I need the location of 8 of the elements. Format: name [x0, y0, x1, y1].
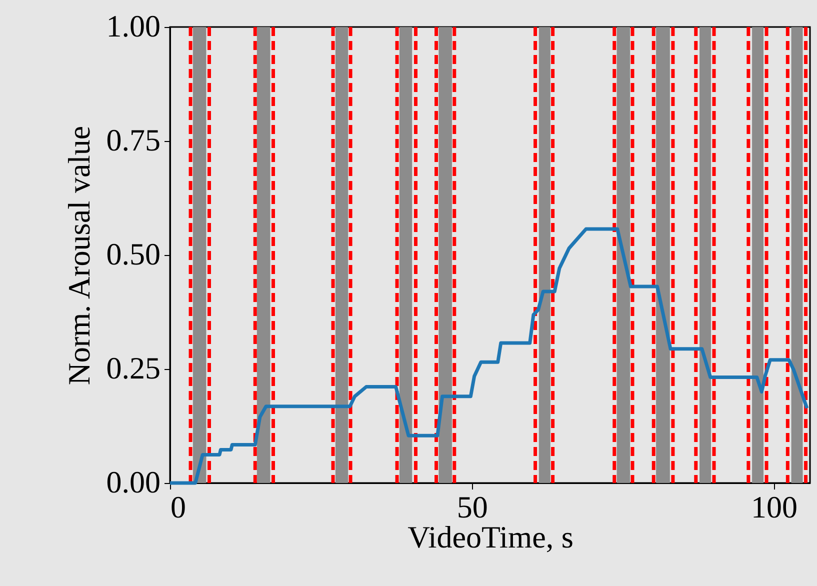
x-tick-label: 0 [170, 490, 186, 524]
y-axis-title: Norm. Arousal value [61, 126, 96, 386]
y-tick-label: 0.25 [106, 350, 160, 386]
y-tick-label: 0.50 [106, 236, 160, 272]
y-tick-label: 0.75 [106, 122, 160, 158]
y-tick-label: 1.00 [106, 8, 160, 44]
x-tick-label: 100 [751, 490, 798, 524]
y-tick-label: 0.00 [106, 464, 160, 500]
